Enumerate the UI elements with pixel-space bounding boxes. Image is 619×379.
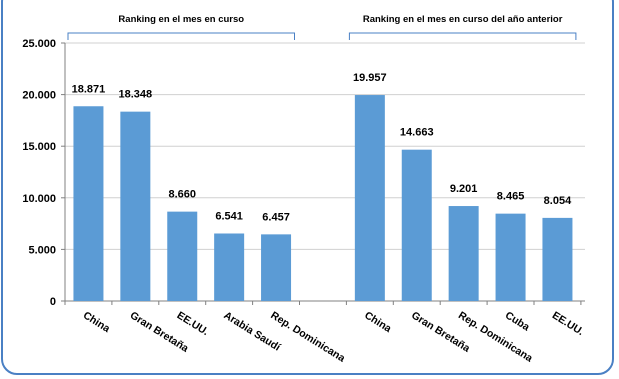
group-brackets: Ranking en el mes en curso Ranking en el … — [67, 14, 577, 40]
y-tick-label: 15.000 — [22, 141, 56, 153]
y-tick-label: 5.000 — [28, 244, 56, 256]
bar — [73, 106, 104, 301]
bar — [214, 233, 245, 301]
value-label: 6.541 — [215, 210, 243, 222]
bar — [401, 149, 432, 301]
bar — [354, 95, 385, 301]
bar — [495, 213, 526, 301]
y-tick-label: 25.000 — [22, 38, 56, 50]
value-label: 18.871 — [72, 83, 106, 95]
value-label: 6.457 — [262, 211, 290, 223]
group-bracket — [348, 32, 577, 40]
group-title: Ranking en el mes en curso del año anter… — [363, 14, 563, 25]
y-tick-label: 20.000 — [22, 90, 56, 102]
bar — [261, 234, 292, 301]
value-label: 8.054 — [544, 195, 572, 207]
gridlines — [65, 42, 585, 250]
value-label: 8.660 — [168, 189, 196, 201]
bar — [542, 217, 573, 301]
value-label: 9.201 — [450, 183, 478, 195]
bars — [73, 95, 573, 301]
x-tick-label: China — [81, 309, 112, 335]
value-label: 14.663 — [400, 127, 434, 139]
x-tick-label: EE.UU. — [175, 309, 211, 338]
x-tick-label: China — [362, 309, 393, 335]
value-label: 18.348 — [119, 89, 153, 101]
y-tick-labels: 0 5.000 10.000 15.000 20.000 25.000 — [22, 38, 56, 308]
group-bracket — [67, 32, 295, 40]
bar — [448, 206, 479, 301]
group-title: Ranking en el mes en curso — [118, 14, 244, 25]
value-labels: 18.871 18.348 8.660 6.541 6.457 19.957 14.663 9… — [72, 72, 572, 223]
value-label: 19.957 — [353, 72, 387, 84]
bar — [167, 211, 198, 301]
y-tick-label: 10.000 — [22, 193, 56, 205]
value-label: 8.465 — [497, 191, 525, 203]
y-tick-label: 0 — [50, 296, 56, 308]
bar — [120, 111, 151, 301]
x-tick-label: Cuba — [503, 309, 532, 333]
x-tick-label: Rep. Dominicana — [268, 309, 347, 364]
x-tick-label: EE.UU. — [550, 309, 586, 338]
